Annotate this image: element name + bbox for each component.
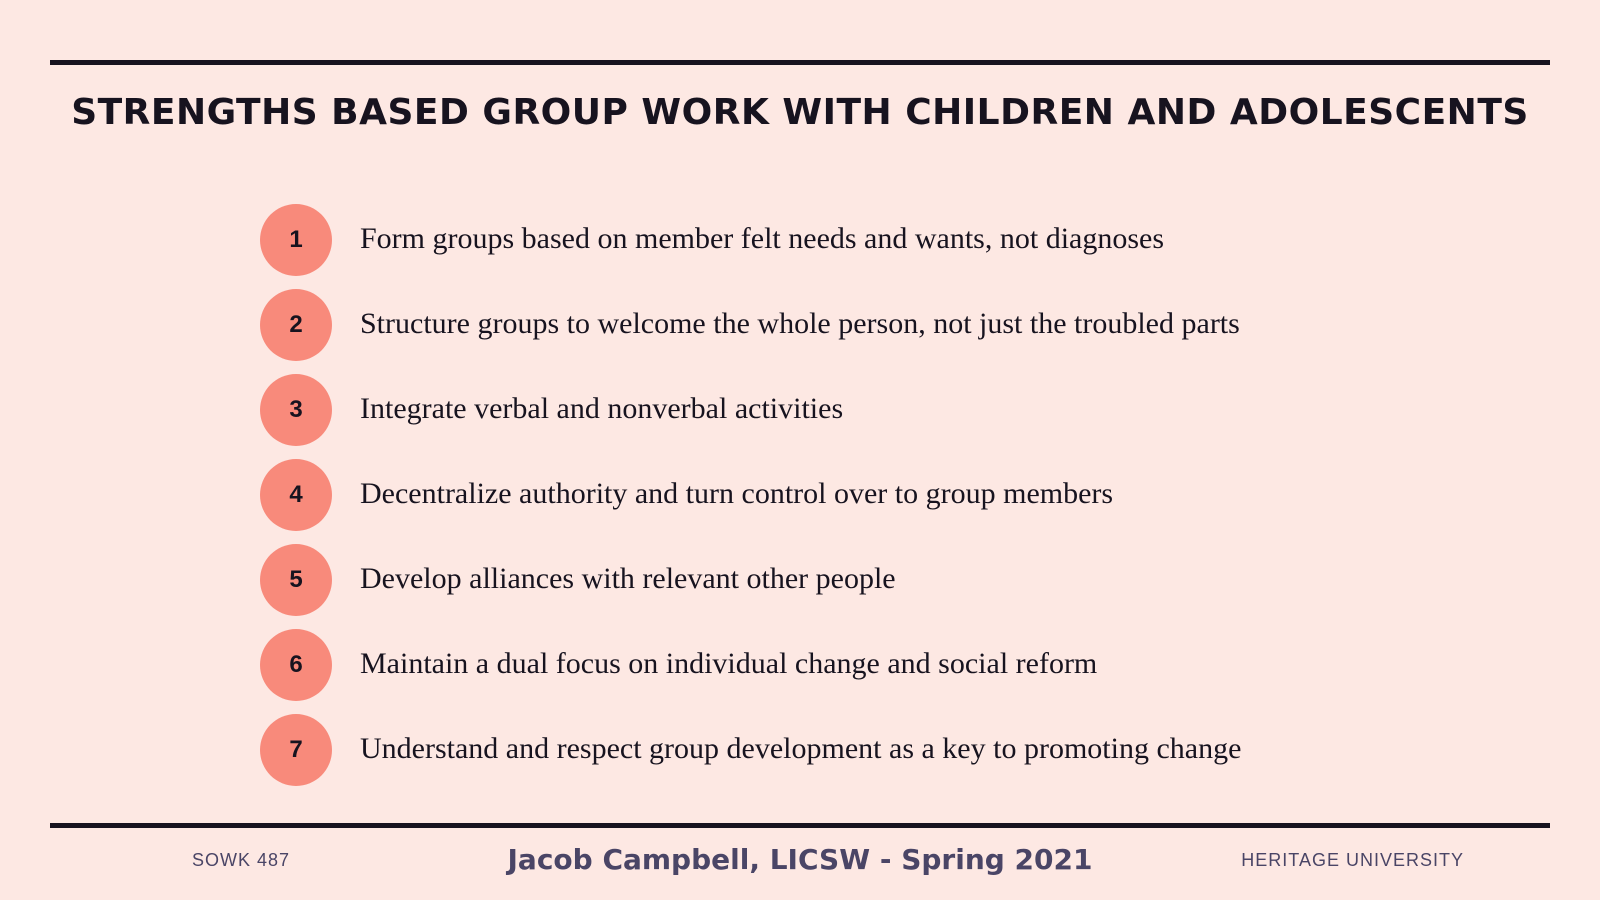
- list-item-text: Structure groups to welcome the whole pe…: [360, 307, 1240, 340]
- list-item: 2 Structure groups to welcome the whole …: [260, 289, 1460, 361]
- number-badge: 5: [260, 544, 332, 616]
- list-item: 6 Maintain a dual focus on individual ch…: [260, 629, 1460, 701]
- list-item-text: Maintain a dual focus on individual chan…: [360, 647, 1098, 680]
- course-code: SOWK 487: [192, 850, 291, 870]
- slide-title: STRENGTHS BASED GROUP WORK WITH CHILDREN…: [71, 92, 1529, 133]
- list-item: 1 Form groups based on member felt needs…: [260, 204, 1460, 276]
- list-item: 3 Integrate verbal and nonverbal activit…: [260, 374, 1460, 446]
- list-item-text: Develop alliances with relevant other pe…: [360, 562, 896, 595]
- list-item: 5 Develop alliances with relevant other …: [260, 544, 1460, 616]
- list-item: 7 Understand and respect group developme…: [260, 714, 1460, 786]
- institution-name: HERITAGE UNIVERSITY: [1241, 850, 1464, 870]
- number-badge: 6: [260, 629, 332, 701]
- number-badge: 4: [260, 459, 332, 531]
- presenter-credit: Jacob Campbell, LICSW - Spring 2021: [507, 843, 1093, 876]
- number-badge: 1: [260, 204, 332, 276]
- number-badge: 2: [260, 289, 332, 361]
- bottom-divider: [50, 823, 1550, 828]
- top-divider: [50, 60, 1550, 65]
- number-badge: 7: [260, 714, 332, 786]
- list-item-text: Integrate verbal and nonverbal activitie…: [360, 392, 844, 425]
- list-item-text: Understand and respect group development…: [360, 732, 1242, 765]
- list-item-text: Form groups based on member felt needs a…: [360, 222, 1165, 255]
- list-item-text: Decentralize authority and turn control …: [360, 477, 1114, 510]
- list-item: 4 Decentralize authority and turn contro…: [260, 459, 1460, 531]
- number-badge: 3: [260, 374, 332, 446]
- footer-presenter-block: Jacob Campbell, LICSW - Spring 2021: [0, 843, 1600, 876]
